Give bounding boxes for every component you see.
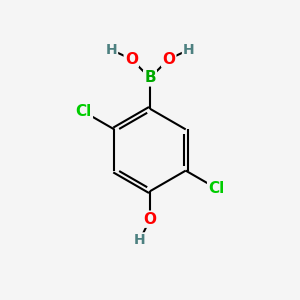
- Text: Cl: Cl: [76, 104, 92, 119]
- Text: O: O: [162, 52, 175, 67]
- Text: Cl: Cl: [208, 181, 224, 196]
- Text: H: H: [183, 43, 195, 57]
- Text: B: B: [144, 70, 156, 86]
- Text: H: H: [134, 233, 146, 248]
- Text: H: H: [105, 43, 117, 57]
- Text: O: O: [125, 52, 138, 67]
- Text: O: O: [143, 212, 157, 227]
